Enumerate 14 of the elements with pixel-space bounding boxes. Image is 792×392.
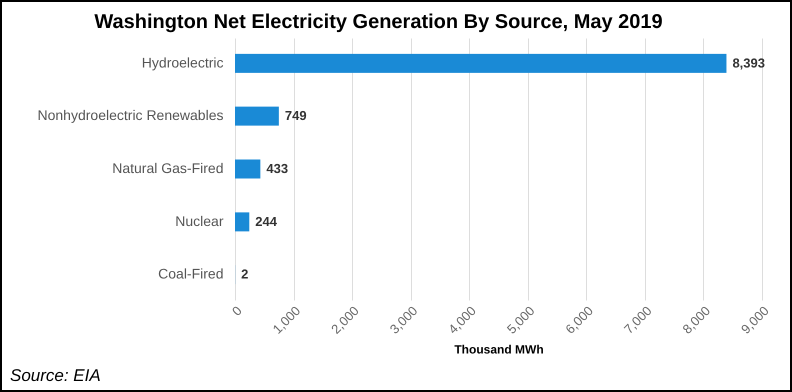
y-tick-label: Nuclear [175,212,224,229]
y-tick-label: Nonhydroelectric Renewables [38,107,224,124]
chart-title: Washington Net Electricity Generation By Source, May 2019 [94,11,663,33]
y-tick-label: Hydroelectric [142,54,224,70]
x-tick-label: 0 [228,303,245,319]
data-label: 749 [284,108,307,124]
data-label: 2 [241,266,248,282]
y-tick-label: Natural Gas-Fired [112,160,224,176]
y-tick-label: Coal-Fired [158,266,224,282]
data-label: 8,393 [732,55,766,70]
data-label: 433 [266,161,288,176]
x-axis-title: Thousand MWh [454,342,544,357]
source-note: Source: EIA [10,366,101,386]
data-label: 244 [255,214,278,229]
